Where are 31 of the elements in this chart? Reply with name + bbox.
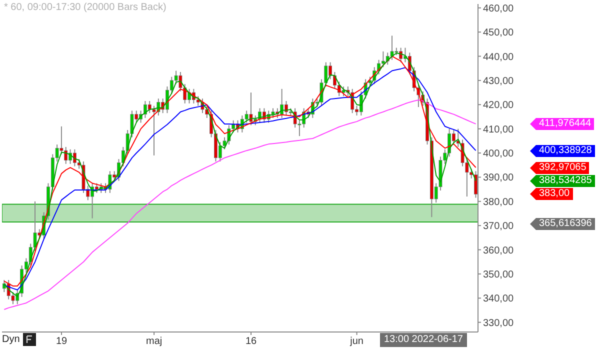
text: 388,534285: [536, 174, 595, 187]
text: Dyn: [2, 333, 20, 346]
text: 392,97065: [536, 162, 590, 174]
y-tick-label: 350,00: [483, 269, 514, 280]
text: 365,616396: [536, 218, 595, 230]
y-tick-label: 420,00: [483, 100, 514, 112]
candlestick: [152, 105, 156, 156]
y-tick-label: 460,00: [483, 3, 514, 14]
y-tick-label: 370,00: [483, 221, 514, 232]
y-tick-label: 380,00: [483, 196, 514, 208]
chart-title: * 60, 09:00-17:30 (20000 Bars Back): [4, 2, 166, 13]
y-tick-label: 450,00: [483, 28, 514, 39]
text: 411,976444: [536, 118, 594, 130]
y-tick-label: 430,00: [483, 76, 514, 87]
candlestick: [271, 108, 275, 118]
text: 400,338928: [536, 144, 595, 157]
x-tick-label: 16: [245, 336, 258, 348]
y-tick-label: 340,00: [483, 294, 514, 305]
text: 383,00: [536, 188, 573, 200]
y-tick-label: 330,00: [483, 318, 514, 329]
x-tick-label: maj: [146, 336, 162, 348]
y-tick-label: 390,00: [483, 172, 514, 184]
x-tick-label: jun: [349, 336, 364, 348]
y-tick-label: 410,00: [483, 124, 514, 136]
y-tick-label: 360,00: [483, 245, 514, 256]
text: 13:00 2022-06-17: [380, 333, 467, 347]
candlestick: [390, 35, 394, 60]
y-tick-label: 440,00: [483, 52, 514, 63]
x-tick-label: 19: [56, 336, 68, 348]
candlestick: [196, 96, 200, 106]
y-tick-label: 400,00: [483, 148, 514, 160]
